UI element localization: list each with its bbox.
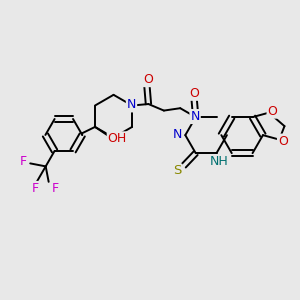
Text: N: N xyxy=(190,110,200,123)
Text: OH: OH xyxy=(108,132,127,145)
Text: NH: NH xyxy=(209,155,228,168)
Text: N: N xyxy=(127,98,136,111)
Text: O: O xyxy=(268,105,278,118)
Text: N: N xyxy=(172,128,182,141)
Text: F: F xyxy=(20,155,27,168)
Text: F: F xyxy=(52,182,59,195)
Text: O: O xyxy=(278,135,288,148)
Text: O: O xyxy=(189,87,199,100)
Text: F: F xyxy=(32,182,39,195)
Text: O: O xyxy=(143,73,153,86)
Text: S: S xyxy=(173,164,182,178)
